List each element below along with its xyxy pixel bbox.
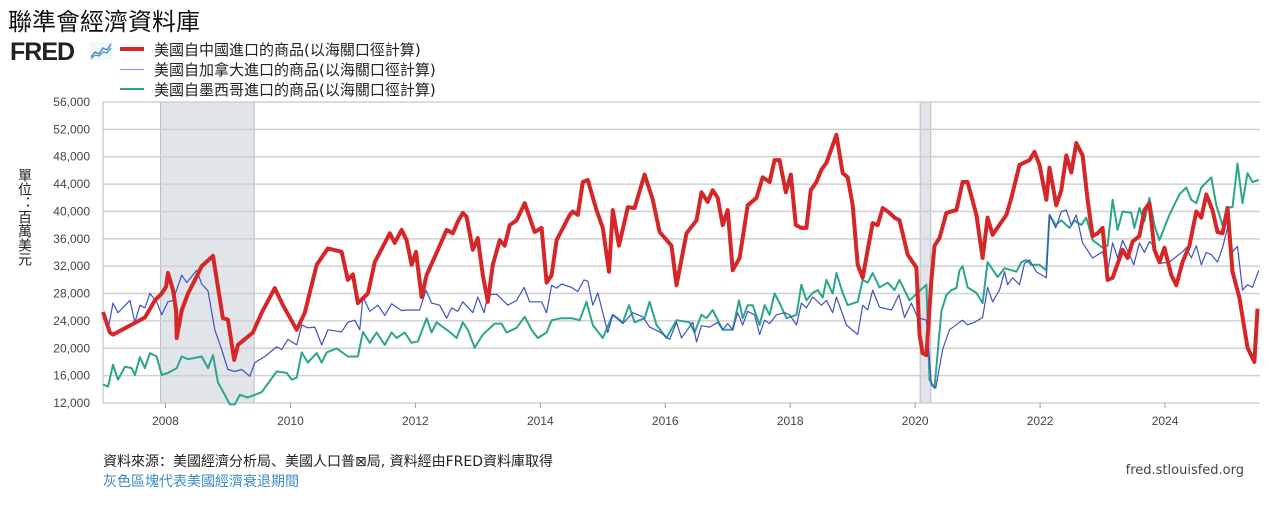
- y-tick-label: 40,000: [53, 204, 90, 218]
- y-tick-label: 56,000: [53, 95, 90, 109]
- series-line-canada: [102, 209, 1260, 389]
- legend-item-china[interactable]: 美國自中國進口的商品(以海關口徑計算): [120, 39, 436, 59]
- fred-chart-icon: [90, 42, 112, 60]
- x-tick-label: 2022: [1027, 414, 1054, 428]
- x-tick-label: 2024: [1152, 414, 1179, 428]
- legend-swatch-mexico: [120, 88, 144, 90]
- x-tick-label: 2020: [902, 414, 929, 428]
- site-link[interactable]: fred.stlouisfed.org: [1125, 463, 1244, 478]
- legend-item-mexico[interactable]: 美國自墨西哥進口的商品(以海關口徑計算): [120, 79, 436, 99]
- y-tick-label: 48,000: [53, 150, 90, 164]
- legend: 美國自中國進口的商品(以海關口徑計算) 美國自加拿大進口的商品(以海關口徑計算)…: [120, 39, 436, 99]
- y-tick-label: 20,000: [53, 341, 90, 355]
- y-tick-label: 44,000: [53, 177, 90, 191]
- y-tick-label: 52,000: [53, 122, 90, 136]
- legend-label: 美國自墨西哥進口的商品(以海關口徑計算): [154, 80, 436, 99]
- y-tick-label: 32,000: [53, 259, 90, 273]
- y-tick-label: 28,000: [53, 287, 90, 301]
- series-line-china: [101, 132, 1260, 364]
- y-tick-label: 12,000: [53, 396, 90, 410]
- legend-item-canada[interactable]: 美國自加拿大進口的商品(以海關口徑計算): [120, 59, 436, 79]
- y-tick-label: 36,000: [53, 232, 90, 246]
- recession-band: [159, 101, 255, 404]
- line-chart: 12,000 16,000 20,000 24,000 28,000 32,000 36,0…: [53, 95, 1260, 428]
- page-title: 聯準會經濟資料庫: [8, 8, 200, 36]
- source-note: 資料來源：美國經濟分析局、美國人口普⊠局, 資料經由FRED資料庫取得: [103, 454, 554, 470]
- legend-swatch-canada: [120, 68, 144, 70]
- fred-logo[interactable]: FRED: [10, 38, 75, 66]
- recession-note-link[interactable]: 灰色區塊代表美國經濟衰退期間: [103, 474, 299, 490]
- x-tick-label: 2016: [652, 414, 679, 428]
- x-tick-label: 2010: [277, 414, 304, 428]
- y-tick-label: 16,000: [53, 369, 90, 383]
- legend-label: 美國自中國進口的商品(以海關口徑計算): [154, 40, 421, 59]
- x-tick-label: 2014: [527, 414, 554, 428]
- legend-swatch-china: [120, 47, 144, 51]
- series-line-mexico: [102, 162, 1260, 406]
- x-tick-label: 2012: [402, 414, 429, 428]
- legend-label: 美國自加拿大進口的商品(以海關口徑計算): [154, 60, 436, 79]
- x-tick-label: 2008: [152, 414, 179, 428]
- x-tick-label: 2018: [777, 414, 804, 428]
- y-axis-label: 單位：百萬美元: [16, 168, 32, 266]
- y-tick-label: 24,000: [53, 314, 90, 328]
